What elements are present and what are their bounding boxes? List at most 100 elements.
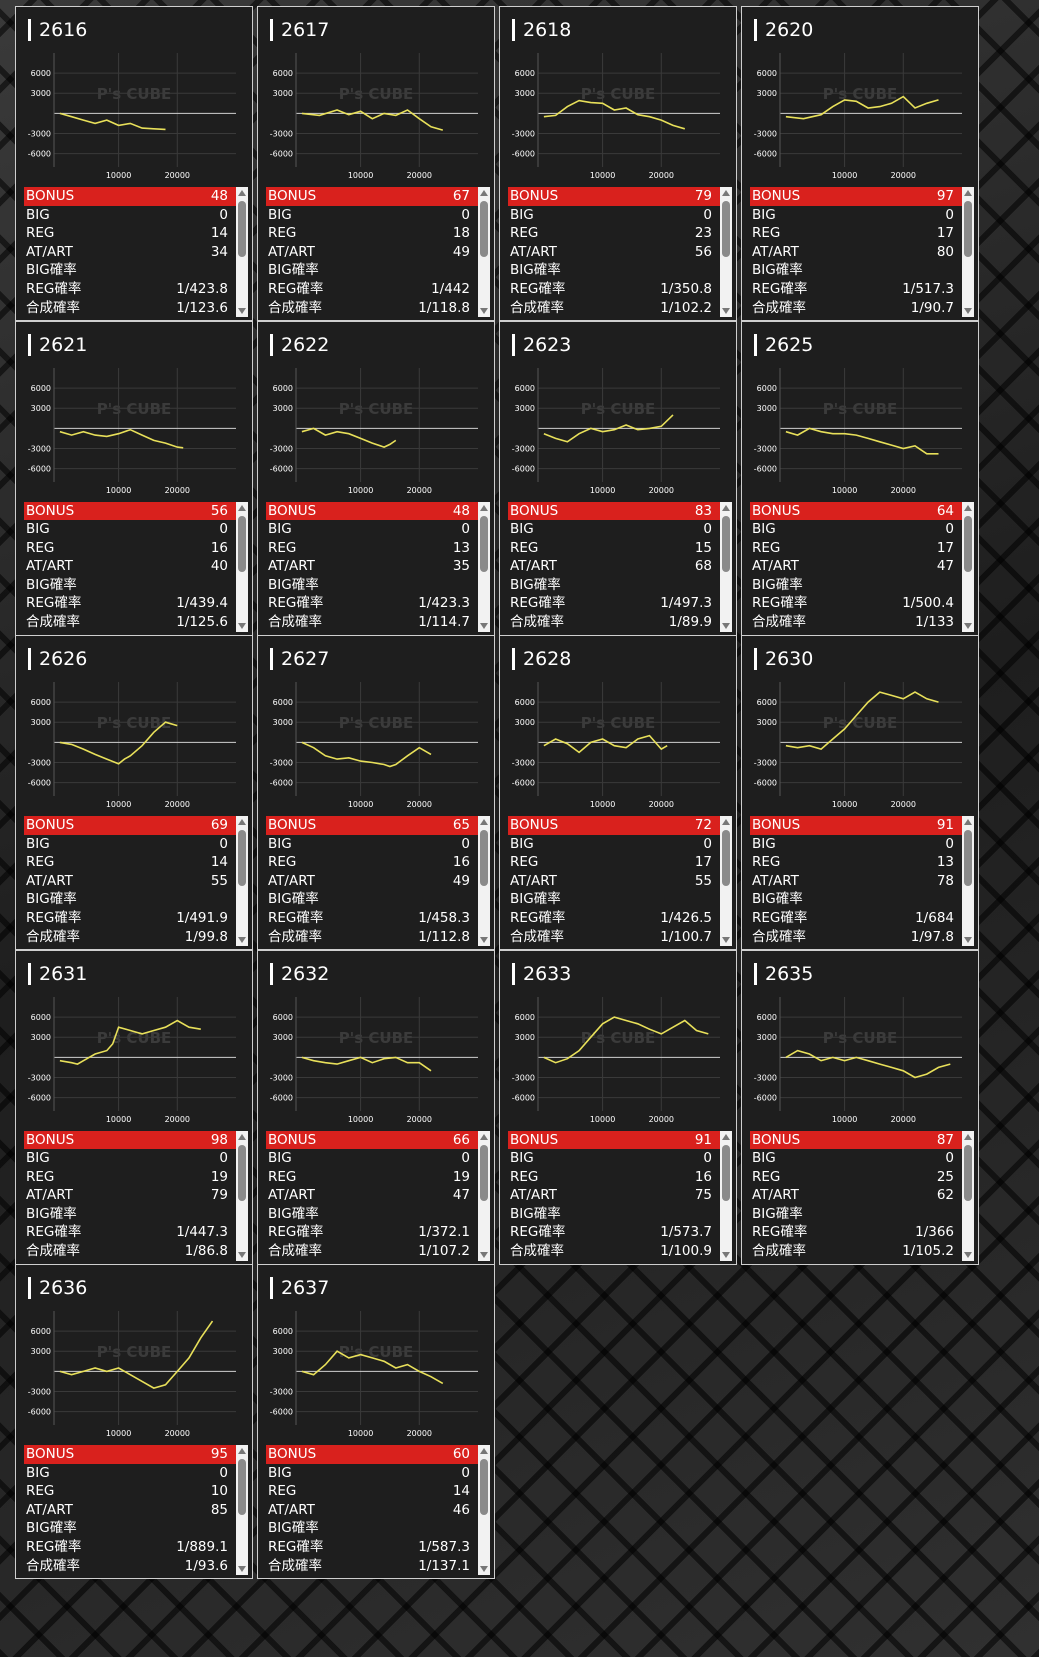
stats-scrollbar[interactable] (720, 1130, 732, 1261)
scroll-up-arrow-icon[interactable] (722, 190, 730, 196)
machine-card[interactable]: 2620 P's CUBE 6000 3000 -3000 -6000 10000 20000… (741, 6, 979, 321)
machine-card[interactable]: 2626 P's CUBE 6000 3000 -3000 -6000 10000 20000… (15, 635, 253, 950)
scroll-up-arrow-icon[interactable] (964, 1133, 972, 1140)
machine-card[interactable]: 2636 P's CUBE 6000 3000 -3000 -6000 10000 20000… (15, 1264, 253, 1579)
scroll-up-arrow-icon[interactable] (480, 819, 488, 825)
scroll-thumb[interactable] (722, 201, 730, 257)
stats-scrollbar[interactable] (478, 1130, 490, 1261)
stats-scrollbar[interactable] (236, 187, 248, 317)
scroll-down-arrow-icon[interactable] (480, 1251, 488, 1258)
stats-scrollbar[interactable] (962, 1130, 974, 1261)
scroll-up-arrow-icon[interactable] (480, 1133, 488, 1140)
stats-scrollbar[interactable] (236, 1130, 248, 1261)
scroll-thumb[interactable] (480, 1459, 488, 1515)
scroll-thumb[interactable] (480, 830, 488, 886)
scroll-thumb[interactable] (480, 201, 488, 257)
scroll-thumb[interactable] (964, 515, 972, 572)
stats-scrollbar[interactable] (478, 187, 490, 317)
stat-value: 1/447.3 (176, 1224, 228, 1241)
scroll-down-arrow-icon[interactable] (722, 622, 730, 629)
stats-scrollbar[interactable] (478, 816, 490, 946)
scroll-down-arrow-icon[interactable] (480, 937, 488, 943)
scroll-thumb[interactable] (722, 830, 730, 886)
stat-label: BIG (26, 206, 50, 223)
stat-value: 1/125.6 (176, 614, 228, 631)
scroll-down-arrow-icon[interactable] (964, 1251, 972, 1258)
scroll-thumb[interactable] (238, 515, 246, 572)
scroll-up-arrow-icon[interactable] (480, 190, 488, 196)
scroll-down-arrow-icon[interactable] (722, 937, 730, 943)
scroll-up-arrow-icon[interactable] (480, 504, 488, 511)
stats-scrollbar[interactable] (962, 187, 974, 317)
stats-scrollbar[interactable] (236, 816, 248, 946)
stats-scrollbar[interactable] (962, 816, 974, 946)
machine-card[interactable]: 2622 P's CUBE 6000 3000 -3000 -6000 10000 20000… (257, 320, 495, 636)
scroll-up-arrow-icon[interactable] (722, 819, 730, 825)
scroll-up-arrow-icon[interactable] (964, 190, 972, 196)
scroll-down-arrow-icon[interactable] (238, 308, 246, 314)
stats-scrollbar[interactable] (720, 816, 732, 946)
machine-card[interactable]: 2637 P's CUBE 6000 3000 -3000 -6000 10000 20000… (257, 1264, 495, 1579)
stat-value: 0 (703, 521, 712, 538)
stats-scrollbar[interactable] (478, 501, 490, 632)
scroll-thumb[interactable] (480, 515, 488, 572)
scroll-up-arrow-icon[interactable] (238, 190, 246, 196)
stats-scrollbar[interactable] (478, 1445, 490, 1575)
machine-card[interactable]: 2616 P's CUBE 6000 3000 -3000 -6000 10000 20000… (15, 6, 253, 321)
scroll-up-arrow-icon[interactable] (238, 504, 246, 511)
machine-card[interactable]: 2635 P's CUBE 6000 3000 -3000 -6000 10000 20000… (741, 949, 979, 1265)
scroll-thumb[interactable] (480, 1144, 488, 1201)
scroll-down-arrow-icon[interactable] (480, 1566, 488, 1572)
stats-scrollbar[interactable] (962, 501, 974, 632)
scroll-down-arrow-icon[interactable] (238, 622, 246, 629)
machine-card[interactable]: 2618 P's CUBE 6000 3000 -3000 -6000 10000 20000… (499, 6, 737, 321)
scroll-down-arrow-icon[interactable] (964, 937, 972, 943)
scroll-up-arrow-icon[interactable] (480, 1448, 488, 1454)
machine-card[interactable]: 2623 P's CUBE 6000 3000 -3000 -6000 10000 20000… (499, 320, 737, 636)
machine-card[interactable]: 2627 P's CUBE 6000 3000 -3000 -6000 10000 20000… (257, 635, 495, 950)
machine-card[interactable]: 2628 P's CUBE 6000 3000 -3000 -6000 10000 20000… (499, 635, 737, 950)
stat-label: BIG (268, 521, 292, 538)
stat-label: 合成確率 (510, 928, 564, 945)
stat-value: 15 (694, 539, 712, 556)
scroll-up-arrow-icon[interactable] (722, 504, 730, 511)
scroll-down-arrow-icon[interactable] (238, 1251, 246, 1258)
scroll-down-arrow-icon[interactable] (722, 1251, 730, 1258)
scroll-down-arrow-icon[interactable] (480, 622, 488, 629)
stat-label: BIG確率 (752, 1205, 803, 1222)
machine-card[interactable]: 2625 P's CUBE 6000 3000 -3000 -6000 10000 20000… (741, 320, 979, 636)
scroll-thumb[interactable] (722, 1144, 730, 1201)
scroll-up-arrow-icon[interactable] (964, 504, 972, 511)
scroll-up-arrow-icon[interactable] (238, 819, 246, 825)
scroll-thumb[interactable] (238, 1459, 246, 1515)
stat-value: 87 (936, 1131, 954, 1148)
scroll-thumb[interactable] (722, 515, 730, 572)
scroll-up-arrow-icon[interactable] (238, 1133, 246, 1140)
machine-card[interactable]: 2630 P's CUBE 6000 3000 -3000 -6000 10000 20000… (741, 635, 979, 950)
scroll-down-arrow-icon[interactable] (964, 308, 972, 314)
scroll-down-arrow-icon[interactable] (964, 622, 972, 629)
machine-card[interactable]: 2631 P's CUBE 6000 3000 -3000 -6000 10000 20000… (15, 949, 253, 1265)
scroll-up-arrow-icon[interactable] (238, 1448, 246, 1454)
scroll-thumb[interactable] (964, 201, 972, 257)
stats-scrollbar[interactable] (236, 501, 248, 632)
stats-scrollbar[interactable] (720, 501, 732, 632)
scroll-thumb[interactable] (964, 830, 972, 886)
scroll-thumb[interactable] (238, 201, 246, 257)
scroll-down-arrow-icon[interactable] (722, 308, 730, 314)
scroll-up-arrow-icon[interactable] (722, 1133, 730, 1140)
scroll-thumb[interactable] (238, 1144, 246, 1201)
scroll-thumb[interactable] (238, 830, 246, 886)
machine-card[interactable]: 2621 P's CUBE 6000 3000 -3000 -6000 10000 20000… (15, 320, 253, 636)
scroll-down-arrow-icon[interactable] (238, 937, 246, 943)
stats-scrollbar[interactable] (720, 187, 732, 317)
machine-card[interactable]: 2633 P's CUBE 6000 3000 -3000 -6000 10000 20000… (499, 949, 737, 1265)
stats-scrollbar[interactable] (236, 1445, 248, 1575)
scroll-down-arrow-icon[interactable] (238, 1566, 246, 1572)
reg-row: REG 14 (24, 224, 236, 243)
scroll-up-arrow-icon[interactable] (964, 819, 972, 825)
scroll-down-arrow-icon[interactable] (480, 308, 488, 314)
machine-card[interactable]: 2617 P's CUBE 6000 3000 -3000 -6000 10000 20000… (257, 6, 495, 321)
scroll-thumb[interactable] (964, 1144, 972, 1201)
machine-card[interactable]: 2632 P's CUBE 6000 3000 -3000 -6000 10000 20000… (257, 949, 495, 1265)
